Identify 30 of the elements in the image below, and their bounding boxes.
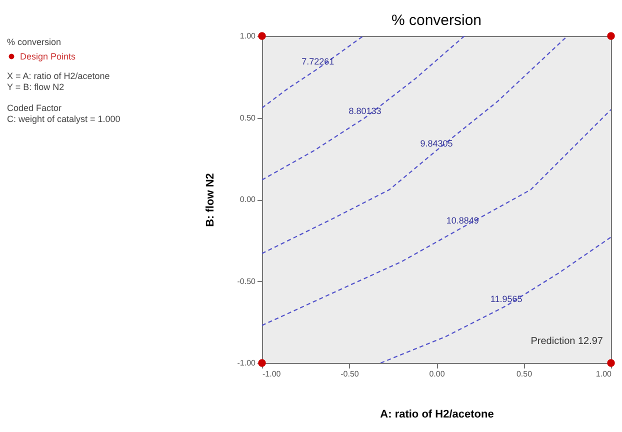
annotation: Prediction 12.97 bbox=[530, 336, 604, 347]
y-axis-title: B: flow N2 bbox=[204, 173, 216, 227]
y-tick-label: 0.00 bbox=[240, 195, 256, 204]
y-tick-label: -0.50 bbox=[237, 276, 256, 286]
x-tick-label: 0.50 bbox=[516, 370, 533, 378]
line-series bbox=[262, 108, 611, 326]
series-label: 9.84305 bbox=[420, 138, 453, 148]
line-series bbox=[380, 236, 611, 363]
text: C: weight of catalyst = 1.000 bbox=[7, 114, 120, 124]
text: X = A: ratio of H2/acetone bbox=[7, 71, 110, 81]
line-series bbox=[262, 36, 364, 109]
line-series bbox=[262, 36, 466, 180]
x-axis-title: A: ratio of H2/acetone bbox=[380, 408, 494, 420]
chart-title: % conversion bbox=[391, 12, 482, 29]
series-label: 11.9565 bbox=[490, 294, 522, 304]
x-tick-label: -1.00 bbox=[262, 370, 282, 378]
line-series bbox=[262, 36, 568, 254]
legend-title: % conversion bbox=[7, 37, 62, 47]
text: Y = B: flow N2 bbox=[7, 82, 64, 92]
x-tick-label: 0.00 bbox=[429, 370, 446, 378]
y-tick-label: 1.00 bbox=[240, 32, 256, 40]
series-label: 10.8849 bbox=[446, 215, 479, 226]
y-tick-label: 0.50 bbox=[240, 113, 256, 122]
text: Coded Factor bbox=[7, 103, 62, 113]
x-tick-label: -0.50 bbox=[340, 370, 360, 378]
series-label: 8.80133 bbox=[348, 106, 382, 116]
y-tick-label: -1.00 bbox=[237, 358, 256, 368]
series-label: 7.72261 bbox=[302, 56, 334, 67]
legend-label: Design Points bbox=[20, 52, 76, 62]
x-tick-label: 1.00 bbox=[596, 370, 612, 378]
